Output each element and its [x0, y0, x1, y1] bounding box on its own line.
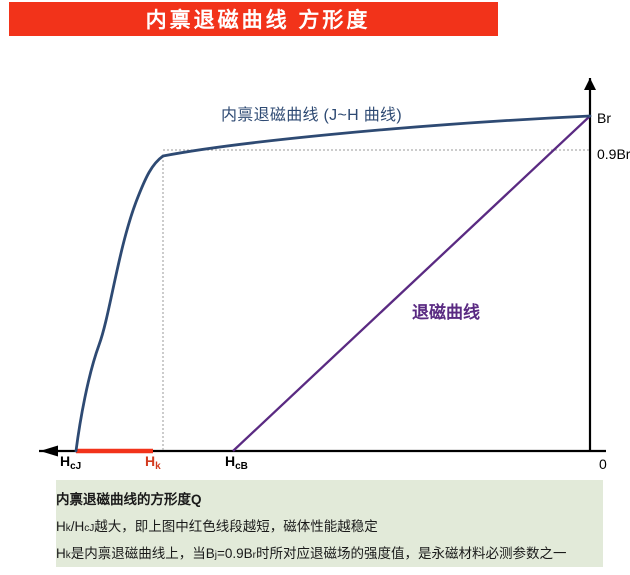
svg-text:Br: Br: [597, 110, 611, 126]
svg-text:HcJ: HcJ: [60, 453, 81, 472]
svg-text:HcB: HcB: [225, 453, 248, 472]
svg-text:内禀退磁曲线 (J~H 曲线): 内禀退磁曲线 (J~H 曲线): [221, 105, 402, 124]
svg-text:退磁曲线: 退磁曲线: [412, 302, 480, 322]
svg-text:0: 0: [599, 456, 607, 472]
svg-text:0.9Br: 0.9Br: [597, 146, 630, 162]
svg-text:Hk: Hk: [145, 453, 161, 472]
